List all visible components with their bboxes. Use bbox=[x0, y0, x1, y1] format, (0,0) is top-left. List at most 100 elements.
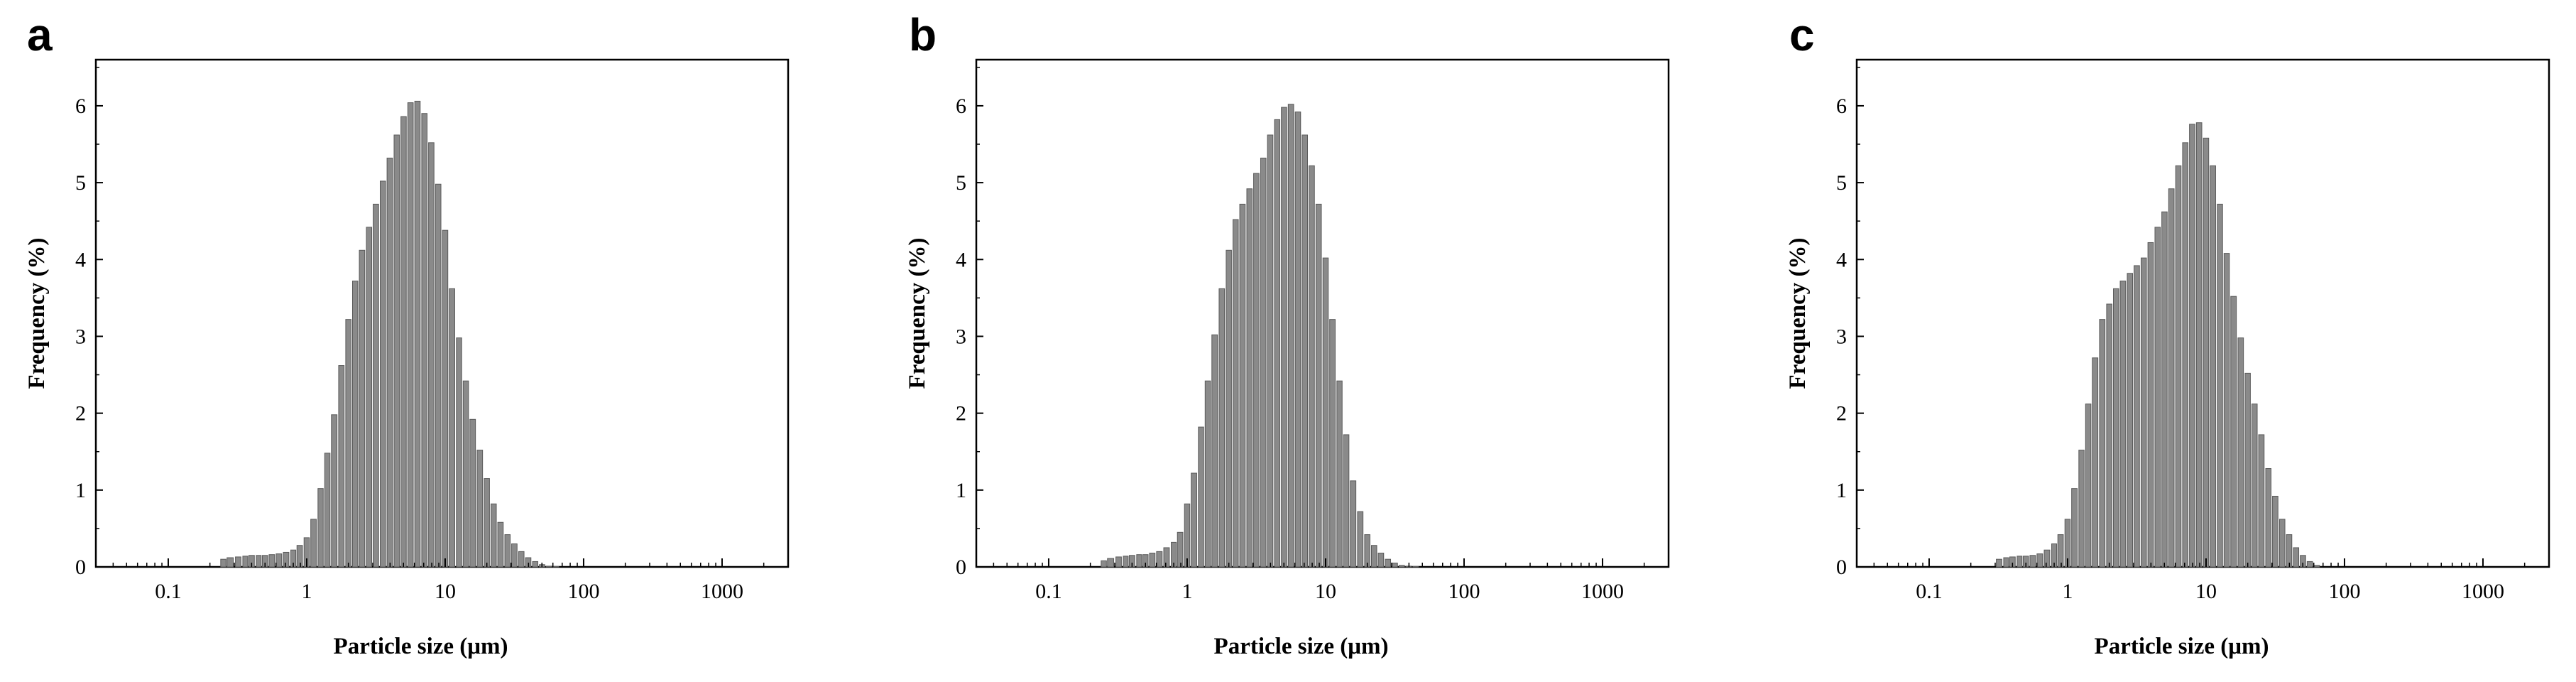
bar bbox=[2078, 450, 2085, 568]
bar bbox=[1274, 119, 1281, 568]
y-axis-title: Frequency (%) bbox=[905, 238, 930, 389]
bar bbox=[1226, 249, 1232, 568]
bar bbox=[2154, 227, 2161, 568]
x-tick-label: 1000 bbox=[1581, 580, 1624, 603]
bar bbox=[1184, 503, 1191, 568]
bar bbox=[518, 551, 525, 568]
bar bbox=[2036, 553, 2043, 568]
y-tick-label: 0 bbox=[75, 556, 86, 579]
bar bbox=[462, 380, 469, 568]
bar bbox=[1309, 165, 1315, 568]
bar bbox=[2272, 495, 2278, 568]
bar bbox=[2016, 556, 2023, 568]
bar bbox=[2134, 265, 2140, 568]
bar bbox=[1996, 558, 2002, 568]
bar bbox=[1385, 558, 1392, 568]
bar bbox=[2119, 281, 2127, 568]
bar bbox=[2189, 124, 2195, 568]
y-axis-title: Frequency (%) bbox=[1785, 238, 1811, 389]
bar bbox=[2258, 434, 2265, 568]
bar bbox=[1336, 380, 1343, 568]
bar bbox=[331, 414, 338, 568]
bar bbox=[1163, 547, 1170, 568]
bar bbox=[2057, 534, 2064, 568]
y-tick-label: 2 bbox=[956, 402, 966, 426]
bar bbox=[2113, 288, 2119, 568]
bar bbox=[2168, 188, 2175, 568]
x-tick-label: 1 bbox=[1181, 580, 1192, 603]
bar bbox=[2244, 372, 2251, 568]
bar bbox=[2085, 404, 2092, 568]
plot-frame bbox=[975, 58, 1670, 568]
bar bbox=[1211, 334, 1218, 568]
bar bbox=[2203, 137, 2210, 568]
bar bbox=[324, 453, 331, 568]
panel-label: c bbox=[1789, 9, 1815, 60]
bar bbox=[1101, 560, 1107, 568]
bar bbox=[1357, 511, 1364, 568]
bar bbox=[1377, 553, 1385, 568]
bar bbox=[256, 555, 262, 568]
x-tick-label: 0.1 bbox=[155, 580, 182, 603]
bar bbox=[310, 519, 317, 568]
y-tick-label: 1 bbox=[75, 479, 86, 502]
bar bbox=[2195, 122, 2203, 568]
bar bbox=[1364, 534, 1370, 568]
bar bbox=[2147, 242, 2154, 568]
bar bbox=[2313, 565, 2320, 568]
bar bbox=[1301, 134, 1309, 568]
bar bbox=[1115, 556, 1122, 568]
bar bbox=[1371, 545, 1377, 568]
bar bbox=[2217, 203, 2223, 568]
bar bbox=[275, 553, 283, 568]
x-axis-title: Particle size (μm) bbox=[334, 634, 508, 659]
x-tick-label: 100 bbox=[2328, 580, 2360, 603]
bar bbox=[1412, 565, 1419, 568]
bar bbox=[2286, 534, 2293, 568]
y-tick-label: 4 bbox=[1836, 248, 1847, 271]
bar bbox=[338, 365, 345, 568]
bar bbox=[1198, 426, 1204, 568]
x-tick-label: 100 bbox=[567, 580, 599, 603]
bar bbox=[1156, 551, 1163, 568]
bar bbox=[491, 503, 497, 568]
bar bbox=[2306, 561, 2313, 568]
bar bbox=[545, 565, 552, 568]
y-tick-label: 5 bbox=[75, 171, 86, 195]
bar bbox=[1350, 480, 1357, 568]
plot-frame bbox=[94, 58, 790, 568]
bar bbox=[552, 565, 560, 568]
chart-c: 0 1 2 3 4 5 6 0.1 1 10 100 1000 Particle size (μm) Fr… bbox=[1785, 58, 2550, 659]
bar bbox=[407, 102, 414, 568]
bar bbox=[1149, 553, 1156, 568]
bar bbox=[2106, 303, 2112, 568]
bar bbox=[2099, 319, 2106, 568]
y-tick-label: 6 bbox=[1836, 94, 1847, 118]
chart-panel-c: c 0 1 2 3 4 5 6 0.1 1 10 100 1000 Particle size (μm)… bbox=[1761, 0, 2576, 682]
bar bbox=[296, 545, 303, 568]
bar bbox=[2293, 547, 2300, 568]
bar bbox=[400, 116, 407, 568]
bar bbox=[2092, 357, 2099, 568]
bar bbox=[359, 249, 366, 568]
x-axis-title: Particle size (μm) bbox=[1214, 634, 1389, 659]
x-tick-label: 100 bbox=[1448, 580, 1480, 603]
panel-label: b bbox=[909, 9, 937, 60]
y-tick-label: 0 bbox=[1836, 556, 1847, 579]
bar bbox=[511, 543, 518, 568]
bar bbox=[2161, 211, 2168, 568]
bar bbox=[1191, 472, 1197, 568]
y-tick-label: 2 bbox=[75, 402, 86, 426]
bar bbox=[2182, 142, 2189, 568]
bar bbox=[379, 180, 386, 568]
bar bbox=[393, 134, 400, 568]
bar bbox=[2043, 549, 2051, 568]
bar bbox=[352, 281, 359, 568]
chart-a: 0 1 2 3 4 5 6 0.1 1 10 100 1000 Particle size (μm) Fr… bbox=[24, 58, 790, 659]
bar bbox=[1177, 531, 1184, 568]
bar bbox=[476, 450, 484, 568]
x-axis-title: Particle size (μm) bbox=[2095, 634, 2269, 659]
bar bbox=[1239, 203, 1246, 568]
bar bbox=[532, 561, 539, 568]
y-tick-label: 3 bbox=[1836, 325, 1847, 348]
